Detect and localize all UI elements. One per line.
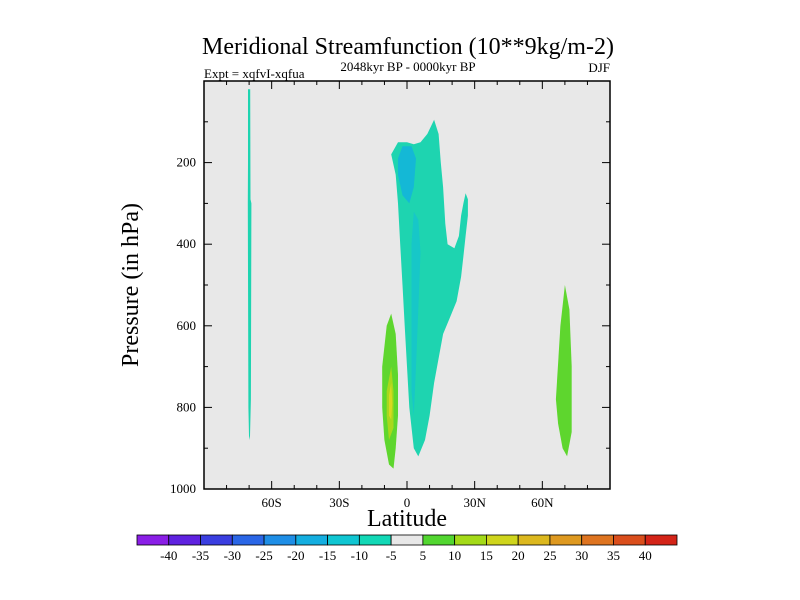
x-axis-label: Latitude bbox=[367, 506, 447, 532]
colorbar-box bbox=[200, 534, 233, 546]
colorbar-box bbox=[136, 534, 170, 546]
chart-title: Meridional Streamfunction (10**9kg/m-2) bbox=[202, 34, 614, 60]
colorbar-label: -15 bbox=[319, 548, 336, 563]
colorbar-label: -25 bbox=[255, 548, 272, 563]
contour-cell-equator-core bbox=[398, 146, 416, 204]
y-tick-label: 1000 bbox=[170, 481, 196, 496]
colorbar-label: 30 bbox=[575, 548, 588, 563]
colorbar-box bbox=[168, 534, 201, 546]
contour-cell-70s bbox=[247, 89, 252, 440]
colorbar-box bbox=[263, 534, 297, 546]
x-tick-label: 30S bbox=[329, 495, 349, 510]
x-tick-label: 0 bbox=[404, 495, 411, 510]
colorbar-box bbox=[231, 534, 265, 546]
colorbar-box bbox=[644, 534, 678, 546]
x-tick-label: 30N bbox=[463, 495, 486, 510]
y-tick-label: 800 bbox=[177, 399, 197, 414]
colorbar-box bbox=[454, 534, 487, 546]
colorbar-box bbox=[517, 534, 551, 546]
colorbar-label: 40 bbox=[639, 548, 652, 563]
colorbar-box bbox=[549, 534, 583, 546]
colorbar-label: 10 bbox=[448, 548, 461, 563]
colorbar-box bbox=[327, 534, 360, 546]
contour-cell-equator-tongue bbox=[411, 211, 421, 416]
y-tick-label: 200 bbox=[177, 155, 197, 170]
colorbar-label: -35 bbox=[192, 548, 209, 563]
contour-cell-70n bbox=[555, 285, 572, 457]
colorbar-label: -5 bbox=[386, 548, 397, 563]
x-tick-label: 60S bbox=[262, 495, 282, 510]
x-tick-labels: 60S 30S 0 30N 60N bbox=[262, 495, 555, 510]
colorbar-box bbox=[358, 534, 392, 546]
contour-cell-10s-peak bbox=[389, 382, 393, 420]
y-tick-label: 400 bbox=[177, 236, 197, 251]
colorbar-box bbox=[422, 534, 456, 546]
chart-left-label: Expt = xqfvI-xqfua bbox=[204, 66, 305, 81]
colorbar-box bbox=[390, 534, 424, 546]
colorbar bbox=[136, 534, 678, 546]
y-tick-label: 600 bbox=[177, 318, 197, 333]
colorbar-label: 5 bbox=[420, 548, 427, 563]
colorbar-box bbox=[486, 534, 519, 546]
colorbar-label: -40 bbox=[160, 548, 177, 563]
y-tick-labels: 200 400 600 800 1000 bbox=[170, 155, 196, 496]
colorbar-label: -30 bbox=[224, 548, 241, 563]
axis-ticks bbox=[204, 81, 610, 490]
colorbar-box bbox=[295, 534, 328, 546]
chart-right-label: DJF bbox=[588, 60, 610, 75]
colorbar-label: -20 bbox=[287, 548, 304, 563]
y-axis-label: Pressure (in hPa) bbox=[118, 203, 144, 367]
x-tick-label: 60N bbox=[531, 495, 554, 510]
colorbar-label: 15 bbox=[480, 548, 493, 563]
colorbar-label: -10 bbox=[351, 548, 368, 563]
colorbar-labels: -40 -35 -30 -25 -20 -15 -10 -5 5 10 15 20 25 30 35 40 bbox=[160, 548, 652, 563]
colorbar-box bbox=[581, 534, 614, 546]
contour-regions bbox=[247, 89, 572, 469]
colorbar-box bbox=[613, 534, 646, 546]
colorbar-label: 35 bbox=[607, 548, 620, 563]
chart-subtitle: 2048kyr BP - 0000kyr BP bbox=[340, 59, 475, 74]
colorbar-label: 20 bbox=[512, 548, 525, 563]
contour-cell-equator bbox=[391, 119, 468, 457]
colorbar-label: 25 bbox=[543, 548, 556, 563]
